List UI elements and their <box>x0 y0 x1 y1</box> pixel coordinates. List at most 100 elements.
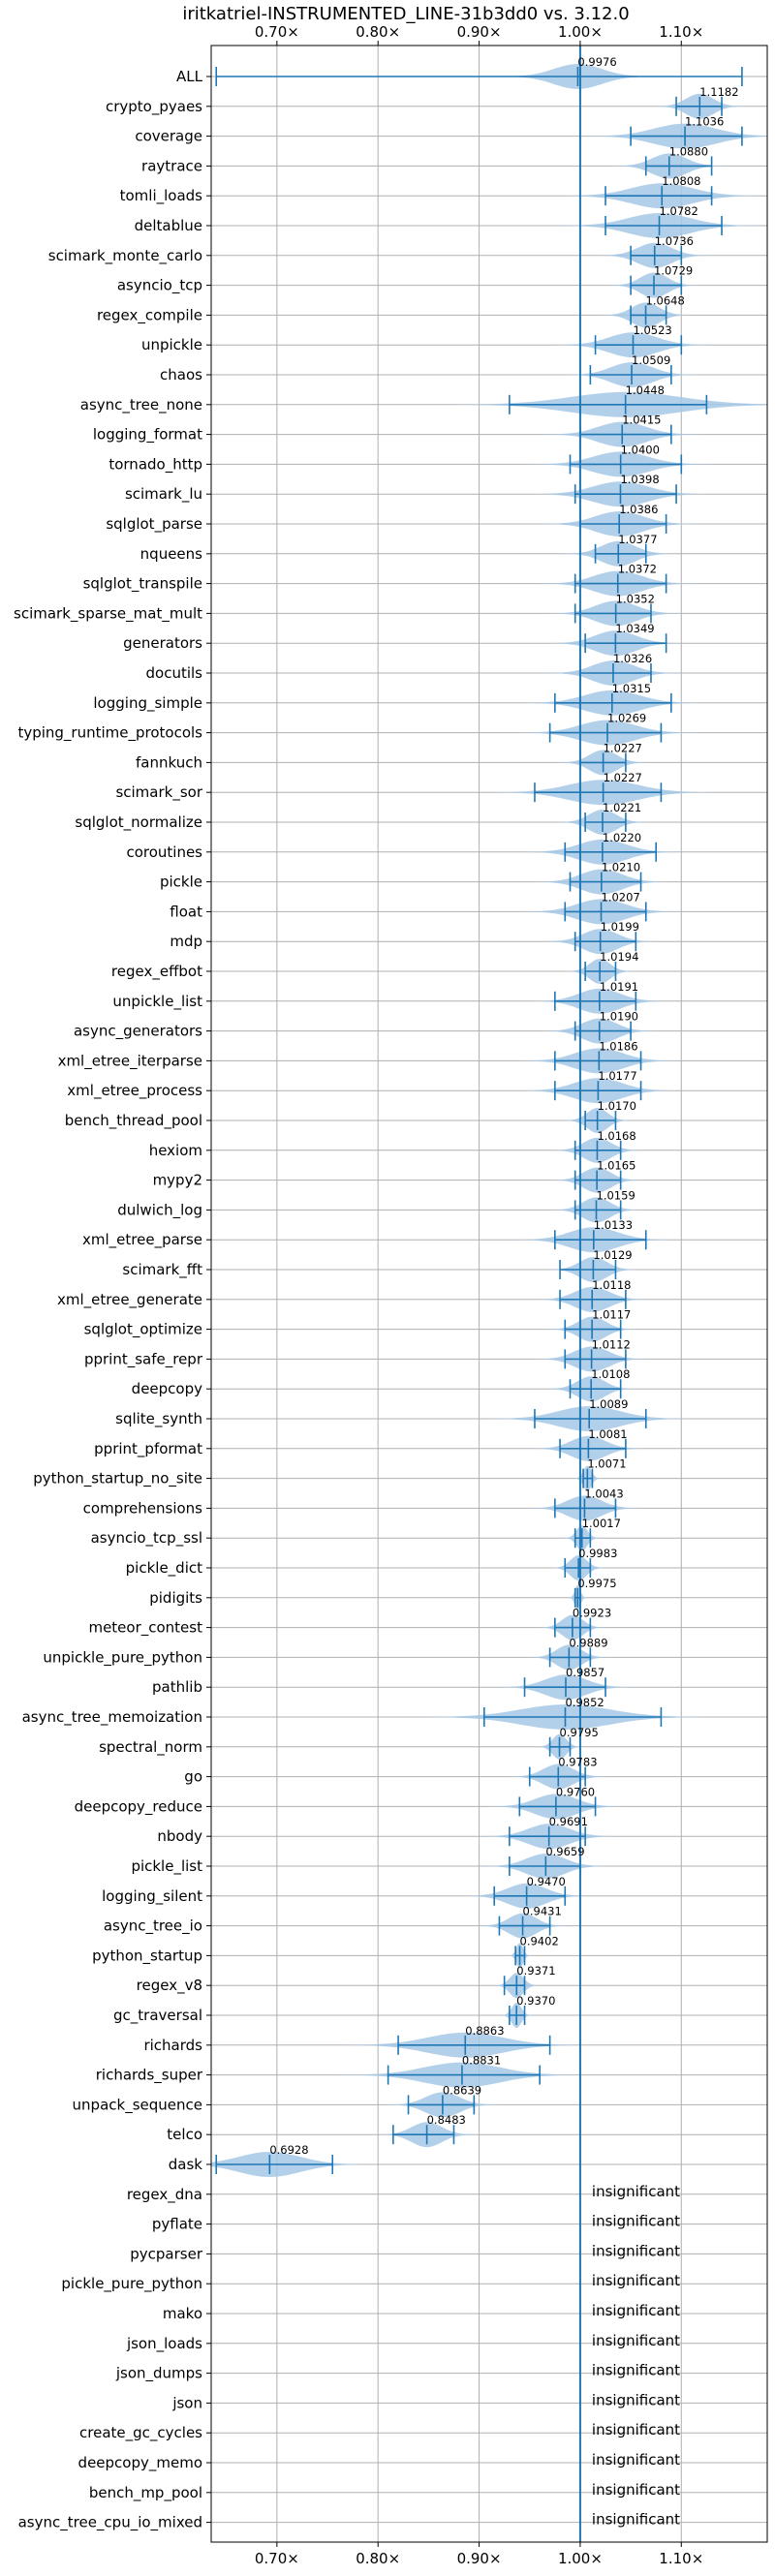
benchmark-label: pprint_safe_repr <box>84 1350 203 1368</box>
value-label: 0.8483 <box>427 2113 466 2127</box>
insignificant-label: insignificant <box>592 2302 680 2319</box>
benchmark-label: pycparser <box>130 2245 203 2262</box>
benchmark-label: xml_etree_process <box>67 1082 202 1100</box>
insignificant-label: insignificant <box>592 2332 680 2349</box>
benchmark-label: pickle_pure_python <box>61 2275 202 2293</box>
value-label: 1.0326 <box>613 652 652 665</box>
x-tick-label-top: 0.70× <box>255 23 299 41</box>
benchmark-label: async_tree_none <box>80 396 202 414</box>
value-label: 0.9370 <box>516 1994 555 2008</box>
benchmark-label: spectral_norm <box>99 1738 202 1757</box>
value-label: 0.9795 <box>560 1726 599 1739</box>
value-label: 0.9923 <box>573 1607 611 1620</box>
value-label: 1.0133 <box>594 1218 633 1232</box>
benchmark-label: regex_compile <box>97 306 202 324</box>
value-label: 1.0448 <box>626 383 665 397</box>
value-label: 0.8831 <box>462 2054 501 2068</box>
x-tick-label-bottom: 1.00× <box>558 2550 603 2567</box>
benchmark-label: scimark_sor <box>115 783 202 802</box>
benchmark-label: pathlib <box>152 1678 202 1696</box>
benchmark-label: json_dumps <box>115 2365 202 2383</box>
benchmark-label: deepcopy <box>132 1380 202 1397</box>
value-label: 0.9975 <box>577 1577 616 1590</box>
benchmark-label: tornado_http <box>108 455 202 474</box>
value-label: 1.0880 <box>669 144 708 158</box>
value-label: 1.0782 <box>660 204 698 218</box>
benchmark-label: scimark_fft <box>122 1261 202 1279</box>
benchmark-label: pickle_dict <box>126 1559 202 1578</box>
value-label: 1.0398 <box>620 473 659 486</box>
benchmark-label: python_startup <box>92 1947 202 1965</box>
value-label: 1.0386 <box>619 503 658 516</box>
insignificant-label: insignificant <box>592 2242 680 2259</box>
benchmark-label: xml_etree_generate <box>57 1291 202 1309</box>
value-label: 1.0129 <box>593 1248 632 1262</box>
benchmark-label: unpickle_list <box>112 993 202 1011</box>
benchmark-label: regex_v8 <box>137 1977 202 1995</box>
benchmark-label: async_tree_memoization <box>22 1708 202 1727</box>
benchmark-label: json_loads <box>126 2335 202 2353</box>
value-label: 1.0352 <box>616 592 655 605</box>
benchmark-label: generators <box>123 634 202 652</box>
value-label: 1.0177 <box>598 1069 636 1083</box>
benchmark-label: sqlglot_parse <box>106 515 202 534</box>
value-label: 1.0168 <box>597 1129 636 1143</box>
x-axis-top: 0.70× 0.80× 0.90× 1.00× 1.10× <box>255 23 703 46</box>
value-label: 1.0089 <box>589 1397 628 1411</box>
value-label: 0.9852 <box>565 1696 604 1709</box>
benchmark-label: logging_format <box>93 426 202 445</box>
value-label: 0.9783 <box>558 1756 597 1769</box>
benchmark-label: deltablue <box>135 217 202 234</box>
value-label: 0.9371 <box>516 1964 555 1978</box>
value-label: 1.0227 <box>604 771 642 784</box>
x-tick-label-bottom: 1.10× <box>659 2550 703 2567</box>
value-label: 1.0199 <box>601 920 639 934</box>
benchmark-label: sqlglot_optimize <box>84 1321 202 1339</box>
benchmark-label: comprehensions <box>83 1499 203 1517</box>
value-label: 1.0415 <box>622 414 661 427</box>
benchmark-label: logging_simple <box>93 694 202 713</box>
value-label: 1.0220 <box>603 831 641 844</box>
benchmark-label: nqueens <box>140 545 202 563</box>
value-label: 1.0400 <box>621 443 660 456</box>
benchmark-label: async_generators <box>74 1023 202 1041</box>
value-label: 1.1036 <box>685 115 724 129</box>
benchmark-label: async_tree_io <box>104 1917 202 1936</box>
insignificant-label: insignificant <box>592 2481 680 2499</box>
x-tick-label-bottom: 0.70× <box>255 2550 299 2567</box>
x-tick-label-top: 1.10× <box>659 23 703 41</box>
x-tick-label-top: 0.90× <box>457 23 502 41</box>
benchmark-label: dask <box>169 2156 203 2173</box>
benchmark-label: chaos <box>160 366 202 383</box>
value-label: 1.0112 <box>592 1337 631 1351</box>
benchmark-label: xml_etree_iterparse <box>58 1052 202 1070</box>
benchmark-label: asyncio_tcp <box>117 277 202 295</box>
value-label: 1.0808 <box>662 174 700 188</box>
benchmark-label: coroutines <box>126 843 202 861</box>
value-label: 1.0210 <box>602 861 640 874</box>
benchmark-label: sqlglot_normalize <box>75 813 202 832</box>
benchmark-labels: ALL crypto_pyaes coverage raytrace tomli_loa… <box>14 68 211 2532</box>
value-label: 1.0221 <box>603 801 641 814</box>
value-label: 1.0523 <box>634 323 672 337</box>
value-label: 0.9659 <box>545 1845 584 1858</box>
benchmark-label: raytrace <box>141 157 202 174</box>
benchmark-label: richards <box>143 2037 202 2054</box>
chart-title: iritkatriel-INSTRUMENTED_LINE-31b3dd0 vs… <box>182 4 629 24</box>
value-label: 1.0043 <box>584 1487 623 1500</box>
benchmark-label: docutils <box>146 664 203 682</box>
range-bars <box>215 67 743 2174</box>
value-label: 1.0190 <box>600 1010 638 1024</box>
benchmark-label: float <box>170 903 202 920</box>
benchmark-label: regex_dna <box>127 2186 202 2204</box>
value-label: 1.0017 <box>582 1517 621 1530</box>
value-label: 0.9857 <box>566 1666 604 1679</box>
benchmark-label: json <box>171 2394 202 2411</box>
value-label: 0.8639 <box>443 2083 481 2097</box>
benchmark-label: go <box>184 1768 202 1786</box>
benchmark-label: ALL <box>176 68 203 85</box>
value-label: 1.0071 <box>587 1457 626 1471</box>
benchmark-label: bench_mp_pool <box>89 2484 202 2502</box>
benchmark-label: pyflate <box>152 2216 202 2233</box>
value-label: 0.8863 <box>465 2024 504 2038</box>
